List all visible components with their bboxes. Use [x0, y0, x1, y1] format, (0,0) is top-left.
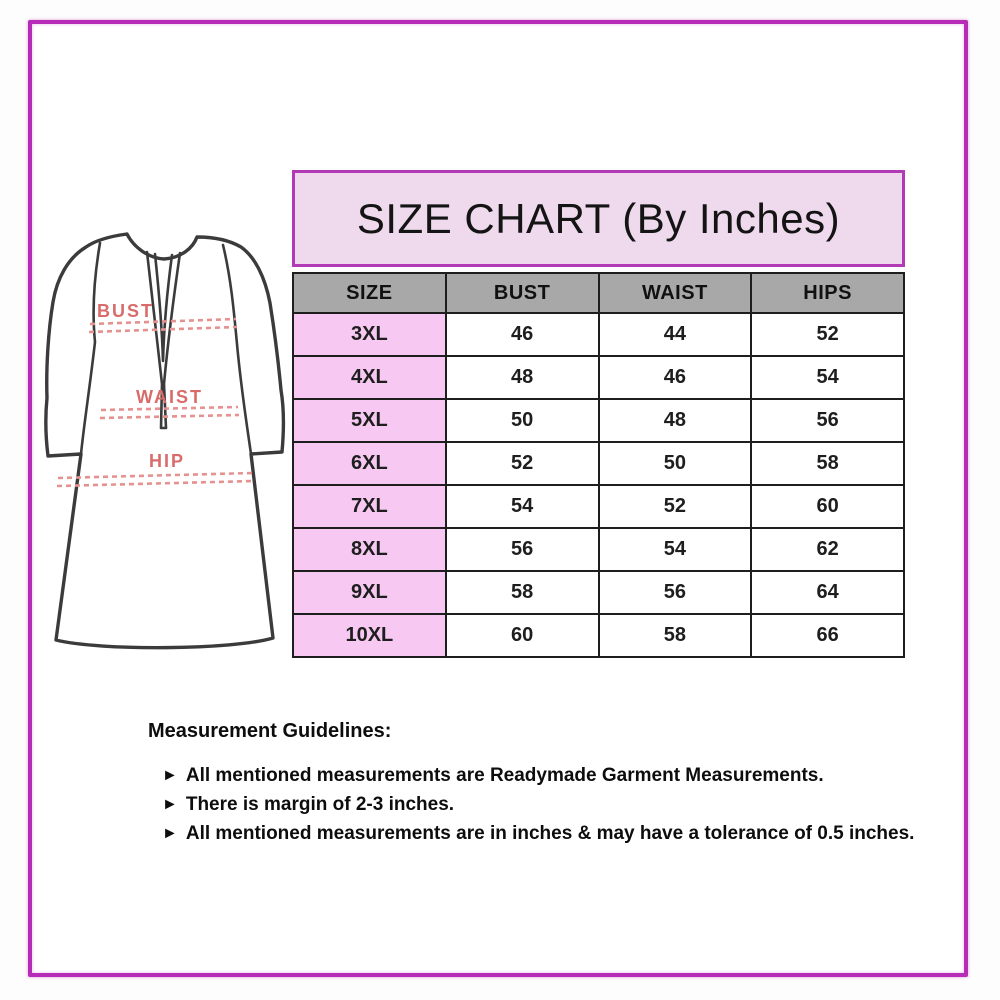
waist-cell: 52 — [597, 484, 753, 529]
column-header-waist: WAIST — [597, 272, 753, 314]
bust-cell: 54 — [444, 484, 600, 529]
neck-placket-outer — [145, 250, 182, 430]
bust-cell: 60 — [444, 613, 600, 658]
guideline-item: ► There is margin of 2-3 inches. — [162, 791, 928, 820]
column-header-hips: HIPS — [750, 272, 905, 314]
guideline-item: ► All mentioned measurements are Readymad… — [162, 762, 928, 791]
hips-cell: 64 — [750, 570, 905, 615]
size-cell: 4XL — [292, 355, 447, 400]
bust-cell: 48 — [444, 355, 600, 400]
guideline-list: ► All mentioned measurements are Readymad… — [162, 762, 928, 849]
bust-dash-line — [89, 317, 237, 326]
hips-cell: 60 — [750, 484, 905, 529]
hips-cell: 54 — [750, 355, 905, 400]
hips-cell: 62 — [750, 527, 905, 572]
arrow-bullet-icon: ► — [162, 825, 178, 842]
waist-label: WAIST — [136, 387, 203, 407]
table-row: 4XL 48 46 54 — [292, 355, 905, 400]
size-cell: 10XL — [292, 613, 447, 658]
waist-cell: 46 — [597, 355, 753, 400]
waist-cell: 58 — [597, 613, 753, 658]
neck-placket-inner — [153, 252, 174, 363]
left-sleeve-seam — [79, 241, 102, 456]
waist-cell: 44 — [597, 312, 753, 357]
bust-dash-line — [88, 325, 238, 334]
arrow-bullet-icon: ► — [162, 796, 178, 813]
bust-cell: 50 — [444, 398, 600, 443]
table-row: 3XL 46 44 52 — [292, 312, 905, 357]
size-chart-title: SIZE CHART (By Inches) — [292, 170, 905, 267]
bust-cell: 56 — [444, 527, 600, 572]
table-row: 5XL 50 48 56 — [292, 398, 905, 443]
bust-cell: 52 — [444, 441, 600, 486]
size-cell: 8XL — [292, 527, 447, 572]
table-header-row: SIZE BUST WAIST HIPS — [292, 272, 905, 314]
size-cell: 7XL — [292, 484, 447, 529]
waist-cell: 54 — [597, 527, 753, 572]
guideline-text: There is margin of 2-3 inches. — [185, 794, 455, 815]
waist-dash-line — [100, 405, 239, 412]
hips-cell: 66 — [750, 613, 905, 658]
right-sleeve-seam — [221, 243, 253, 456]
size-cell: 5XL — [292, 398, 447, 443]
size-chart-table: SIZE BUST WAIST HIPS 3XL 46 44 52 4XL 48… — [292, 272, 905, 658]
hips-cell: 52 — [750, 312, 905, 357]
arrow-bullet-icon: ► — [162, 767, 178, 784]
table-row: 10XL 60 58 66 — [292, 613, 905, 658]
hip-dash-line — [57, 471, 254, 480]
table-row: 7XL 54 52 60 — [292, 484, 905, 529]
waist-cell: 56 — [597, 570, 753, 615]
measurement-guidelines: Measurement Guidelines: ► All mentioned m… — [148, 720, 928, 849]
column-header-size: SIZE — [292, 272, 447, 314]
guidelines-heading: Measurement Guidelines: — [148, 720, 392, 742]
kurti-sketch: BUST WAIST HIP — [44, 232, 286, 650]
bust-label: BUST — [97, 301, 154, 321]
size-cell: 6XL — [292, 441, 447, 486]
hips-cell: 56 — [750, 398, 905, 443]
waist-cell: 48 — [597, 398, 753, 443]
table-row: 9XL 58 56 64 — [292, 570, 905, 615]
column-header-bust: BUST — [444, 272, 600, 314]
bust-cell: 46 — [444, 312, 600, 357]
table-row: 6XL 52 50 58 — [292, 441, 905, 486]
size-cell: 3XL — [292, 312, 447, 357]
kurti-outline — [44, 232, 286, 650]
hips-cell: 58 — [750, 441, 905, 486]
waist-cell: 50 — [597, 441, 753, 486]
table-row: 8XL 56 54 62 — [292, 527, 905, 572]
guideline-text: All mentioned measurements are in inches… — [185, 823, 915, 844]
guideline-item: ► All mentioned measurements are in inche… — [162, 820, 928, 849]
hip-dash-line — [56, 479, 255, 488]
guideline-text: All mentioned measurements are Readymade… — [185, 765, 824, 786]
hip-label: HIP — [149, 451, 185, 471]
bust-cell: 58 — [444, 570, 600, 615]
size-cell: 9XL — [292, 570, 447, 615]
